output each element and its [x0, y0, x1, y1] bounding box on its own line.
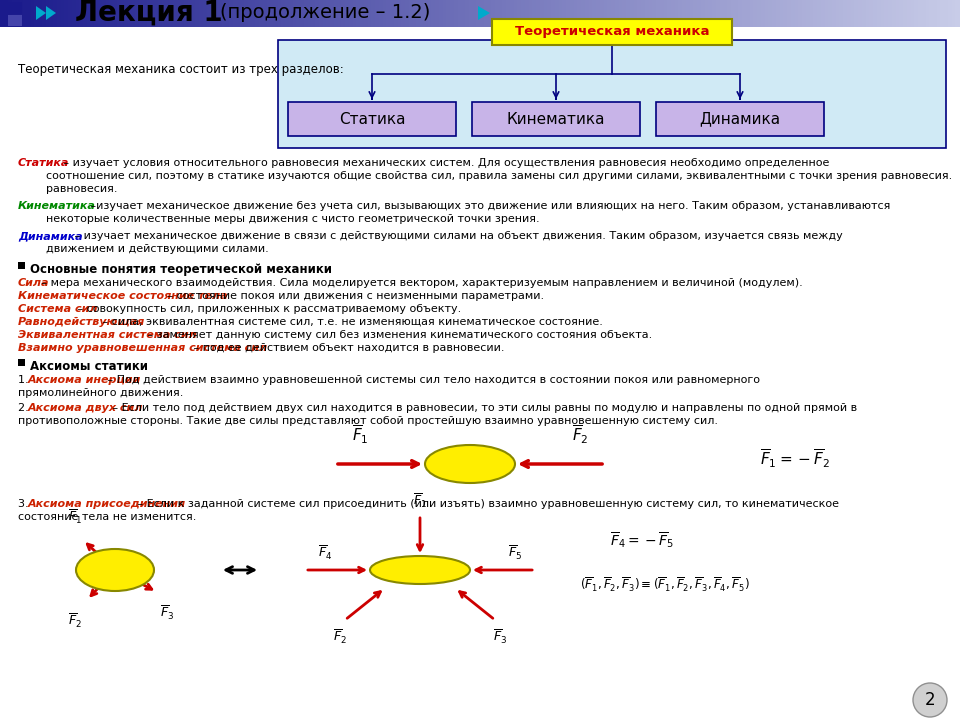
Text: $\overline{F}_1$: $\overline{F}_1$ [351, 423, 369, 446]
Text: Лекция 1: Лекция 1 [75, 0, 232, 27]
Text: – изучает механическое движение в связи с действующими силами на объект движения: – изучает механическое движение в связи … [71, 231, 843, 241]
Text: – под ее действием объект находится в равновесии.: – под ее действием объект находится в ра… [190, 343, 504, 353]
FancyBboxPatch shape [472, 102, 640, 136]
Text: $\overline{F}_1 = -\overline{F}_2$: $\overline{F}_1 = -\overline{F}_2$ [760, 448, 830, 470]
Text: Теоретическая механика состоит из трех разделов:: Теоретическая механика состоит из трех р… [18, 63, 344, 76]
Text: – состояние покоя или движения с неизменными параметрами.: – состояние покоя или движения с неизмен… [164, 291, 544, 301]
Text: – сила, эквивалентная системе сил, т.е. не изменяющая кинематическое состояние.: – сила, эквивалентная системе сил, т.е. … [99, 317, 603, 327]
Text: противоположные стороны. Такие две силы представляют собой простейшую взаимно ур: противоположные стороны. Такие две силы … [18, 416, 718, 426]
Text: Кинематика: Кинематика [18, 201, 96, 211]
Text: (продолжение – 1.2): (продолжение – 1.2) [220, 4, 430, 22]
FancyBboxPatch shape [492, 19, 732, 45]
Ellipse shape [370, 556, 470, 584]
Text: 3.: 3. [18, 499, 32, 509]
FancyBboxPatch shape [8, 2, 22, 14]
Polygon shape [478, 6, 490, 20]
Text: $\overline{F}_1$: $\overline{F}_1$ [413, 492, 427, 510]
FancyBboxPatch shape [288, 102, 456, 136]
Text: – Под действием взаимно уравновешенной системы сил тело находится в состоянии по: – Под действием взаимно уравновешенной с… [104, 375, 759, 385]
Text: Эквивалентная система сил: Эквивалентная система сил [18, 330, 197, 340]
Text: Равнодействующая: Равнодействующая [18, 317, 145, 327]
Text: $\overline{F}_2$: $\overline{F}_2$ [68, 612, 82, 630]
Text: –изучает механическое движение без учета сил, вызывающих это движение или влияющ: –изучает механическое движение без учета… [87, 201, 890, 211]
Text: некоторые количественные меры движения с чисто геометрической точки зрения.: некоторые количественные меры движения с… [46, 214, 540, 224]
FancyBboxPatch shape [656, 102, 824, 136]
Text: Динамика: Динамика [700, 112, 780, 127]
Text: Статика: Статика [18, 158, 69, 168]
Text: $\overline{F}_3$: $\overline{F}_3$ [160, 604, 174, 622]
FancyBboxPatch shape [18, 262, 25, 269]
Text: Аксиома двух сил: Аксиома двух сил [28, 403, 143, 413]
Text: Теоретическая механика: Теоретическая механика [515, 25, 709, 38]
Text: $\overline{F}_3$: $\overline{F}_3$ [492, 628, 507, 646]
Text: $\overline{F}_1$: $\overline{F}_1$ [68, 508, 82, 526]
Circle shape [913, 683, 947, 717]
Text: соотношение сил, поэтому в статике изучаются общие свойства сил, правила замены : соотношение сил, поэтому в статике изуча… [46, 171, 952, 181]
Text: движением и действующими силами.: движением и действующими силами. [46, 244, 269, 254]
Text: – изучает условия относительного равновесия механических систем. Для осуществлен: – изучает условия относительного равнове… [60, 158, 829, 168]
Text: $\overline{F}_2$: $\overline{F}_2$ [333, 628, 347, 646]
Text: $\overline{F}_5$: $\overline{F}_5$ [508, 544, 522, 562]
Text: – мера механического взаимодействия. Сила моделируется вектором, характеризуемым: – мера механического взаимодействия. Сил… [38, 278, 803, 288]
Text: $\overline{F}_2$: $\overline{F}_2$ [572, 423, 588, 446]
FancyBboxPatch shape [278, 40, 946, 148]
Text: $(\overline{F}_1,\overline{F}_2,\overline{F}_3)\equiv(\overline{F}_1,\overline{F: $(\overline{F}_1,\overline{F}_2,\overlin… [580, 576, 750, 594]
Text: Система сил: Система сил [18, 304, 98, 314]
Text: Динамика: Динамика [18, 231, 83, 241]
Text: Основные понятия теоретической механики: Основные понятия теоретической механики [30, 263, 332, 276]
Text: 1.: 1. [18, 375, 32, 385]
FancyBboxPatch shape [0, 27, 960, 720]
Text: Аксиома инерции: Аксиома инерции [28, 375, 141, 385]
Ellipse shape [76, 549, 154, 591]
FancyBboxPatch shape [8, 15, 22, 26]
Text: – совокупность сил, приложенных к рассматриваемому объекту.: – совокупность сил, приложенных к рассма… [74, 304, 461, 314]
Ellipse shape [425, 445, 515, 483]
Text: Кинематическое состояние тела: Кинематическое состояние тела [18, 291, 228, 301]
Text: 2: 2 [924, 691, 935, 709]
Text: Аксиома присоединения: Аксиома присоединения [28, 499, 186, 509]
Text: Взаимно уравновешенная система сил: Взаимно уравновешенная система сил [18, 343, 267, 353]
Text: прямолинейного движения.: прямолинейного движения. [18, 388, 183, 398]
Text: Аксиомы статики: Аксиомы статики [30, 360, 148, 373]
Text: состояние тела не изменится.: состояние тела не изменится. [18, 512, 197, 522]
Text: $\overline{F}_4$: $\overline{F}_4$ [318, 544, 332, 562]
Text: Кинематика: Кинематика [507, 112, 605, 127]
Text: – Если тело под действием двух сил находится в равновесии, то эти силы равны по : – Если тело под действием двух сил наход… [108, 403, 857, 413]
Text: Сила: Сила [18, 278, 50, 288]
Text: – Если к заданной системе сил присоединить (или изъять) взаимно уравновешенную с: – Если к заданной системе сил присоедини… [134, 499, 839, 509]
Text: 2.: 2. [18, 403, 33, 413]
Text: равновесия.: равновесия. [46, 184, 117, 194]
FancyBboxPatch shape [18, 359, 25, 366]
Text: – заменяет данную систему сил без изменения кинематического состояния объекта.: – заменяет данную систему сил без измене… [144, 330, 653, 340]
Polygon shape [46, 6, 56, 20]
Text: $\overline{F}_4 = -\overline{F}_5$: $\overline{F}_4 = -\overline{F}_5$ [610, 530, 674, 550]
Polygon shape [36, 6, 46, 20]
Text: Статика: Статика [339, 112, 405, 127]
